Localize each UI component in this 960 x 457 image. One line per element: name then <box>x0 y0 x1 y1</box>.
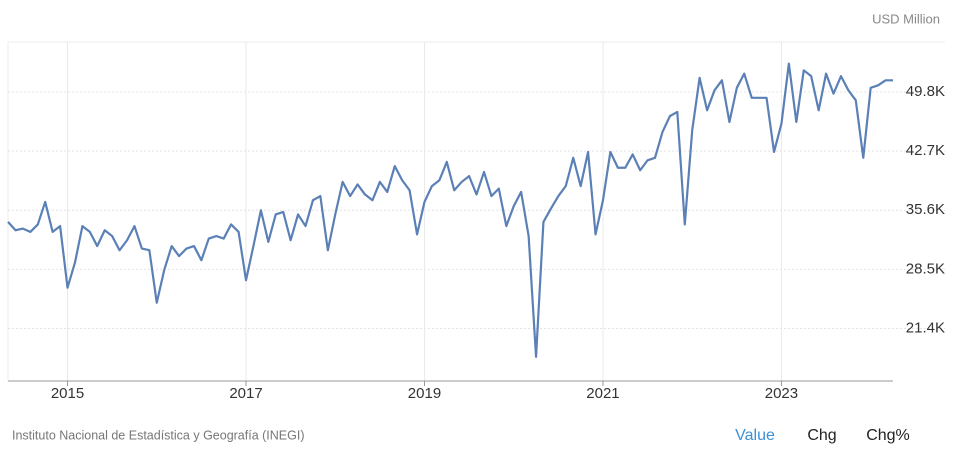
y-tick-label: 28.5K <box>906 260 945 277</box>
data-line <box>7 62 893 358</box>
tab-button[interactable]: Value <box>735 427 775 444</box>
unit-label: USD Million <box>872 11 940 26</box>
source: Instituto Nacional de Estadística y Geog… <box>12 428 305 442</box>
x-tick-label: 2015 <box>51 385 84 402</box>
x-tick-label: 2019 <box>408 385 441 402</box>
y-tick-label: 49.8K <box>906 83 945 100</box>
y-tick-label: 21.4K <box>906 319 945 336</box>
tab-button[interactable]: Chg% <box>866 427 910 444</box>
tab-button[interactable]: Chg <box>807 427 836 444</box>
x-tick-label: 2017 <box>229 385 262 402</box>
y-tick-label: 35.6K <box>906 201 945 218</box>
y-tick-label: 42.7K <box>906 142 945 159</box>
x-tick-label: 2023 <box>765 385 798 402</box>
x-tick-label: 2021 <box>586 385 619 402</box>
